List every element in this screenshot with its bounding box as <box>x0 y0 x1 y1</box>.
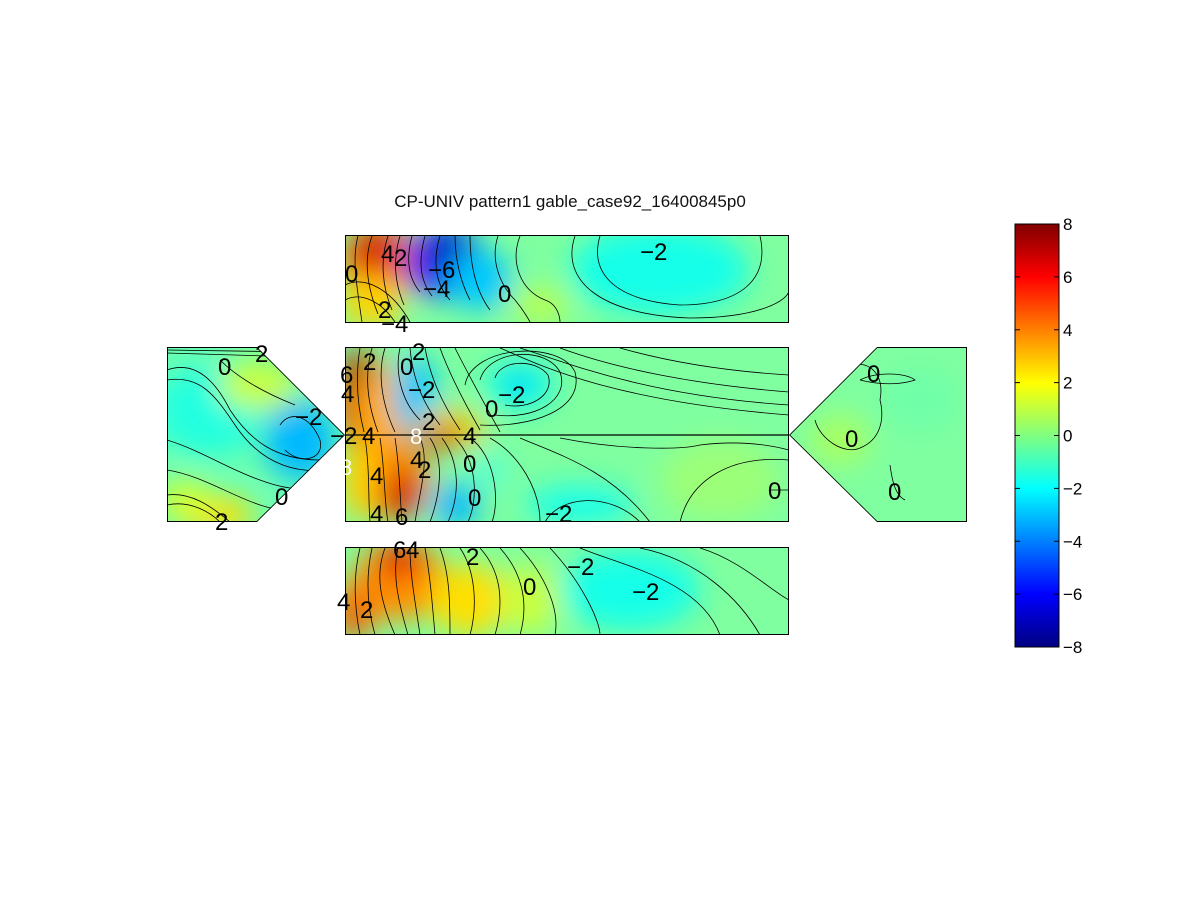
contour-labels-top: 4 2 −6 −4 0 0 2 −4 −2 <box>345 239 667 338</box>
contour-label: 4 <box>362 423 375 450</box>
contour-label: −2 <box>640 239 667 266</box>
contour-label: −2 <box>545 501 572 528</box>
contour-label: 0 <box>498 281 511 308</box>
contour-label: −4 <box>381 311 408 338</box>
colorbar-gradient <box>1014 223 1060 648</box>
contour-label: 0 <box>867 361 880 388</box>
contour-label: 6 <box>340 362 353 389</box>
contour-label: 4 <box>406 537 419 564</box>
contour-label: 0 <box>400 354 413 381</box>
contour-label: 2 <box>255 341 268 368</box>
contour-label: 2 <box>378 297 391 324</box>
contour-label: 0 <box>463 451 476 478</box>
contour-label: 2 <box>394 245 407 272</box>
contour-label: 4 <box>370 501 383 528</box>
contour-label: 0 <box>275 484 288 511</box>
contour-label: 8 <box>410 424 422 449</box>
contour-label: 2 <box>466 544 479 571</box>
colorbar-tick-label: 2 <box>1063 374 1072 393</box>
colorbar-ticks: 8 6 4 2 0 −2 −4 −6 −8 <box>1015 215 1082 657</box>
contour-label: −2 <box>632 579 659 606</box>
colorbar: 8 6 4 2 0 −2 −4 −6 −8 <box>1014 215 1082 657</box>
colorbar-tick-label: 0 <box>1063 427 1072 446</box>
contour-label: −2 <box>295 404 322 431</box>
contour-label: 4 <box>410 447 423 474</box>
contour-label: 0 <box>345 261 358 288</box>
panel-bottom-wall <box>345 547 789 635</box>
contour-label: 4 <box>337 589 350 616</box>
contour-label: 2 <box>215 509 228 536</box>
contour-label: 0 <box>888 479 901 506</box>
panel-top-roof <box>345 235 789 323</box>
contour-label: 4 <box>341 381 354 408</box>
contour-label: 4 <box>370 463 383 490</box>
contour-label: 8 <box>340 455 352 480</box>
contour-labels-bottom: 6 4 2 −2 0 −2 4 2 <box>337 537 659 624</box>
contour-label: 2 <box>360 597 373 624</box>
contour-label: −2 <box>330 423 357 450</box>
contour-labels-main: 6 2 0 2 4 −2 2 0 −2 −2 4 8 4 8 4 0 4 2 6… <box>330 339 781 531</box>
colorbar-tick-label: −8 <box>1063 638 1082 657</box>
contour-labels-left: 0 2 −2 0 2 <box>215 341 322 536</box>
panel-main-roof <box>345 347 789 522</box>
colorbar-tick-label: −2 <box>1063 479 1082 498</box>
contour-label: 0 <box>845 426 858 453</box>
colorbar-tick-label: 4 <box>1063 321 1072 340</box>
colorbar-tick-label: −6 <box>1063 585 1082 604</box>
contour-label: 6 <box>393 537 406 564</box>
contour-label: 2 <box>363 349 376 376</box>
panel-left-gable <box>167 347 345 522</box>
contour-label: −2 <box>498 382 525 409</box>
contour-label: −6 <box>428 257 455 284</box>
colorbar-tick-label: −4 <box>1063 532 1082 551</box>
contour-label: 0 <box>485 396 498 423</box>
chart-title: CP-UNIV pattern1 gable_case92_16400845p0 <box>394 192 746 211</box>
contour-label: 0 <box>468 485 481 512</box>
colorbar-tick-label: 6 <box>1063 268 1072 287</box>
contour-label: −2 <box>567 554 594 581</box>
contour-label: 2 <box>422 409 435 436</box>
contour-label: 0 <box>768 478 781 505</box>
contour-label: 2 <box>412 339 425 366</box>
contour-label: 6 <box>395 504 408 531</box>
contour-label: 4 <box>381 241 394 268</box>
contour-label: 0 <box>218 354 231 381</box>
contour-label: 2 <box>418 457 431 484</box>
colorbar-tick-label: 8 <box>1063 215 1072 234</box>
contour-label: −2 <box>408 377 435 404</box>
contour-label: 4 <box>463 423 476 450</box>
contour-label: −4 <box>423 276 450 303</box>
contour-labels-right: 0 0 0 <box>845 361 901 506</box>
contour-label: 0 <box>523 574 536 601</box>
